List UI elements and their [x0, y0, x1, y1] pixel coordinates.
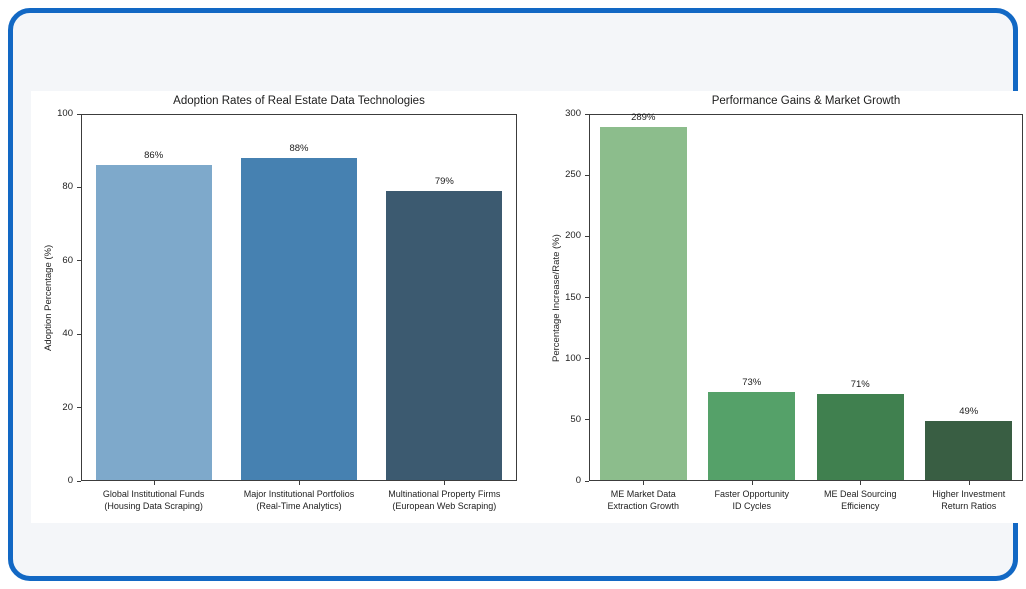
chart-title: Performance Gains & Market Growth: [711, 95, 901, 107]
bar-value-label: 289%: [631, 112, 656, 124]
x-category-label: Faster Opportunity ID Cycles: [714, 489, 790, 511]
charts-figure: Adoption Rates of Real Estate Data Techn…: [31, 91, 1023, 523]
y-tick-mark: [585, 297, 589, 298]
y-tick-label: 250: [565, 169, 581, 181]
y-tick-mark: [585, 113, 589, 115]
y-tick-label: 200: [565, 230, 581, 242]
bar: [386, 191, 503, 480]
bar-value-label: 88%: [289, 143, 309, 155]
y-tick-mark: [77, 186, 81, 188]
x-category-label: Higher Investment Return Ratios: [932, 489, 1006, 511]
y-tick-label: 150: [565, 291, 581, 303]
bar-value-label: 79%: [434, 176, 454, 188]
x-tick-mark: [643, 481, 645, 485]
bar: [95, 165, 212, 480]
chart-performance-gains: Performance Gains & Market Growth Percen…: [529, 91, 1023, 523]
y-tick-label: 40: [62, 328, 73, 340]
y-tick-label: 50: [570, 413, 581, 425]
bar: [599, 127, 687, 480]
x-category-label: Major Institutional Portfolios (Real-Tim…: [243, 489, 355, 511]
y-tick-label: 300: [565, 108, 581, 119]
y-tick-label: 20: [62, 401, 73, 413]
y-tick-mark: [585, 419, 589, 421]
x-tick-mark: [444, 481, 446, 485]
y-tick-mark: [77, 407, 81, 409]
x-tick-mark: [153, 481, 155, 485]
bar-value-label: 73%: [742, 376, 762, 388]
y-tick-mark: [585, 480, 589, 482]
y-tick-label: 60: [62, 254, 73, 266]
bar-value-label: 49%: [959, 406, 979, 418]
y-tick-label: 100: [565, 352, 581, 364]
y-tick-mark: [77, 260, 81, 262]
chart-title: Adoption Rates of Real Estate Data Techn…: [173, 95, 425, 107]
y-tick-label: 0: [575, 475, 581, 486]
x-category-label: Global Institutional Funds (Housing Data…: [102, 489, 205, 511]
y-tick-label: 80: [62, 181, 73, 193]
x-tick-mark: [968, 481, 970, 485]
rounded-border-frame: Adoption Rates of Real Estate Data Techn…: [8, 8, 1023, 581]
y-tick-mark: [77, 333, 81, 335]
x-tick-mark: [299, 481, 300, 485]
y-tick-mark: [585, 358, 589, 360]
bar-value-label: 71%: [850, 379, 870, 391]
bar-value-label: 86%: [144, 150, 164, 162]
y-tick-mark: [585, 174, 589, 176]
y-tick-mark: [585, 235, 589, 237]
y-tick-label: 0: [67, 475, 73, 486]
x-category-label: ME Market Data Extraction Growth: [607, 489, 680, 511]
bar: [925, 421, 1013, 480]
x-category-label: Multinational Property Firms (European W…: [388, 489, 501, 511]
y-tick-mark: [77, 113, 81, 115]
x-category-label: ME Deal Sourcing Efficiency: [823, 489, 897, 511]
bar: [240, 158, 358, 480]
y-tick-mark: [77, 480, 81, 482]
x-tick-mark: [751, 481, 753, 485]
bar: [708, 391, 796, 480]
chart-adoption-rates: Adoption Rates of Real Estate Data Techn…: [31, 91, 529, 523]
y-tick-label: 100: [57, 108, 73, 119]
bar: [816, 394, 904, 480]
x-tick-mark: [860, 481, 862, 485]
